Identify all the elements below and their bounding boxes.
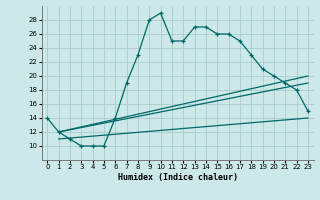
X-axis label: Humidex (Indice chaleur): Humidex (Indice chaleur): [118, 173, 237, 182]
